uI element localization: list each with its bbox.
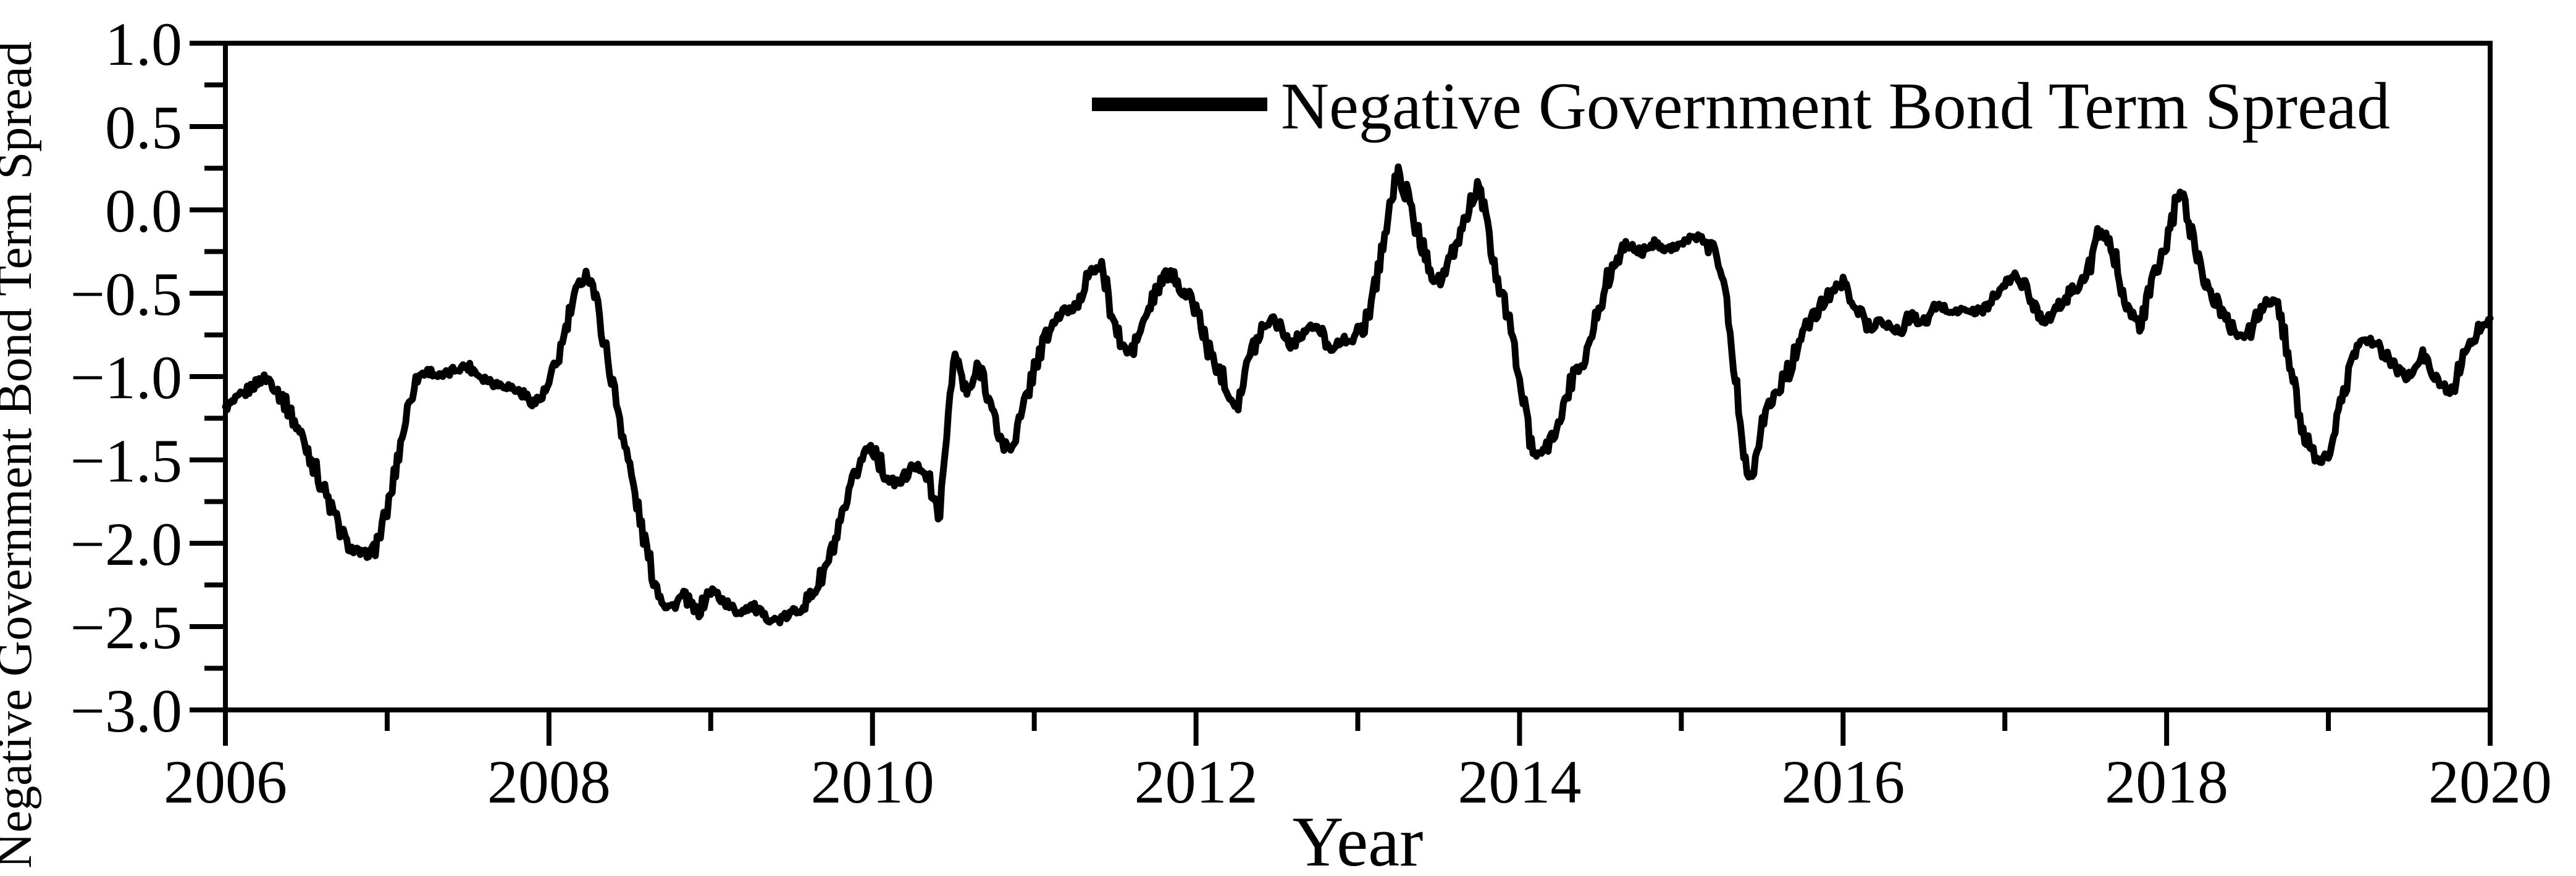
legend: Negative Government Bond Term Spread <box>1092 70 2390 143</box>
y-tick-label: −0.5 <box>70 260 182 328</box>
y-axis-title: Negative Government Bond Term Spread <box>0 41 42 869</box>
y-tick-label: −2.5 <box>70 593 182 662</box>
y-tick-label: −2.0 <box>70 510 182 578</box>
axis-ticks <box>190 41 2493 746</box>
x-tick-label: 2016 <box>1781 748 1905 816</box>
legend-label: Negative Government Bond Term Spread <box>1281 70 2390 143</box>
series-line <box>222 163 2494 627</box>
y-tick-label: −1.5 <box>70 427 182 495</box>
x-tick-label: 2008 <box>487 748 611 816</box>
x-tick-label: 2006 <box>164 748 287 816</box>
y-tick-label: −3.0 <box>70 677 182 745</box>
x-tick-label: 2014 <box>1458 748 1581 816</box>
x-axis-title: Year <box>1293 803 1424 876</box>
plot-area-border <box>223 41 2493 712</box>
x-tick-label: 2010 <box>811 748 934 816</box>
y-tick-label: −1.0 <box>70 343 182 412</box>
y-tick-label: 0.0 <box>105 177 182 245</box>
y-tick-label: 1.0 <box>105 10 182 78</box>
y-tick-label: 0.5 <box>105 93 182 162</box>
x-tick-label: 2018 <box>2105 748 2228 816</box>
x-tick-label: 2020 <box>2428 748 2552 816</box>
x-tick-label: 2012 <box>1135 748 1258 816</box>
